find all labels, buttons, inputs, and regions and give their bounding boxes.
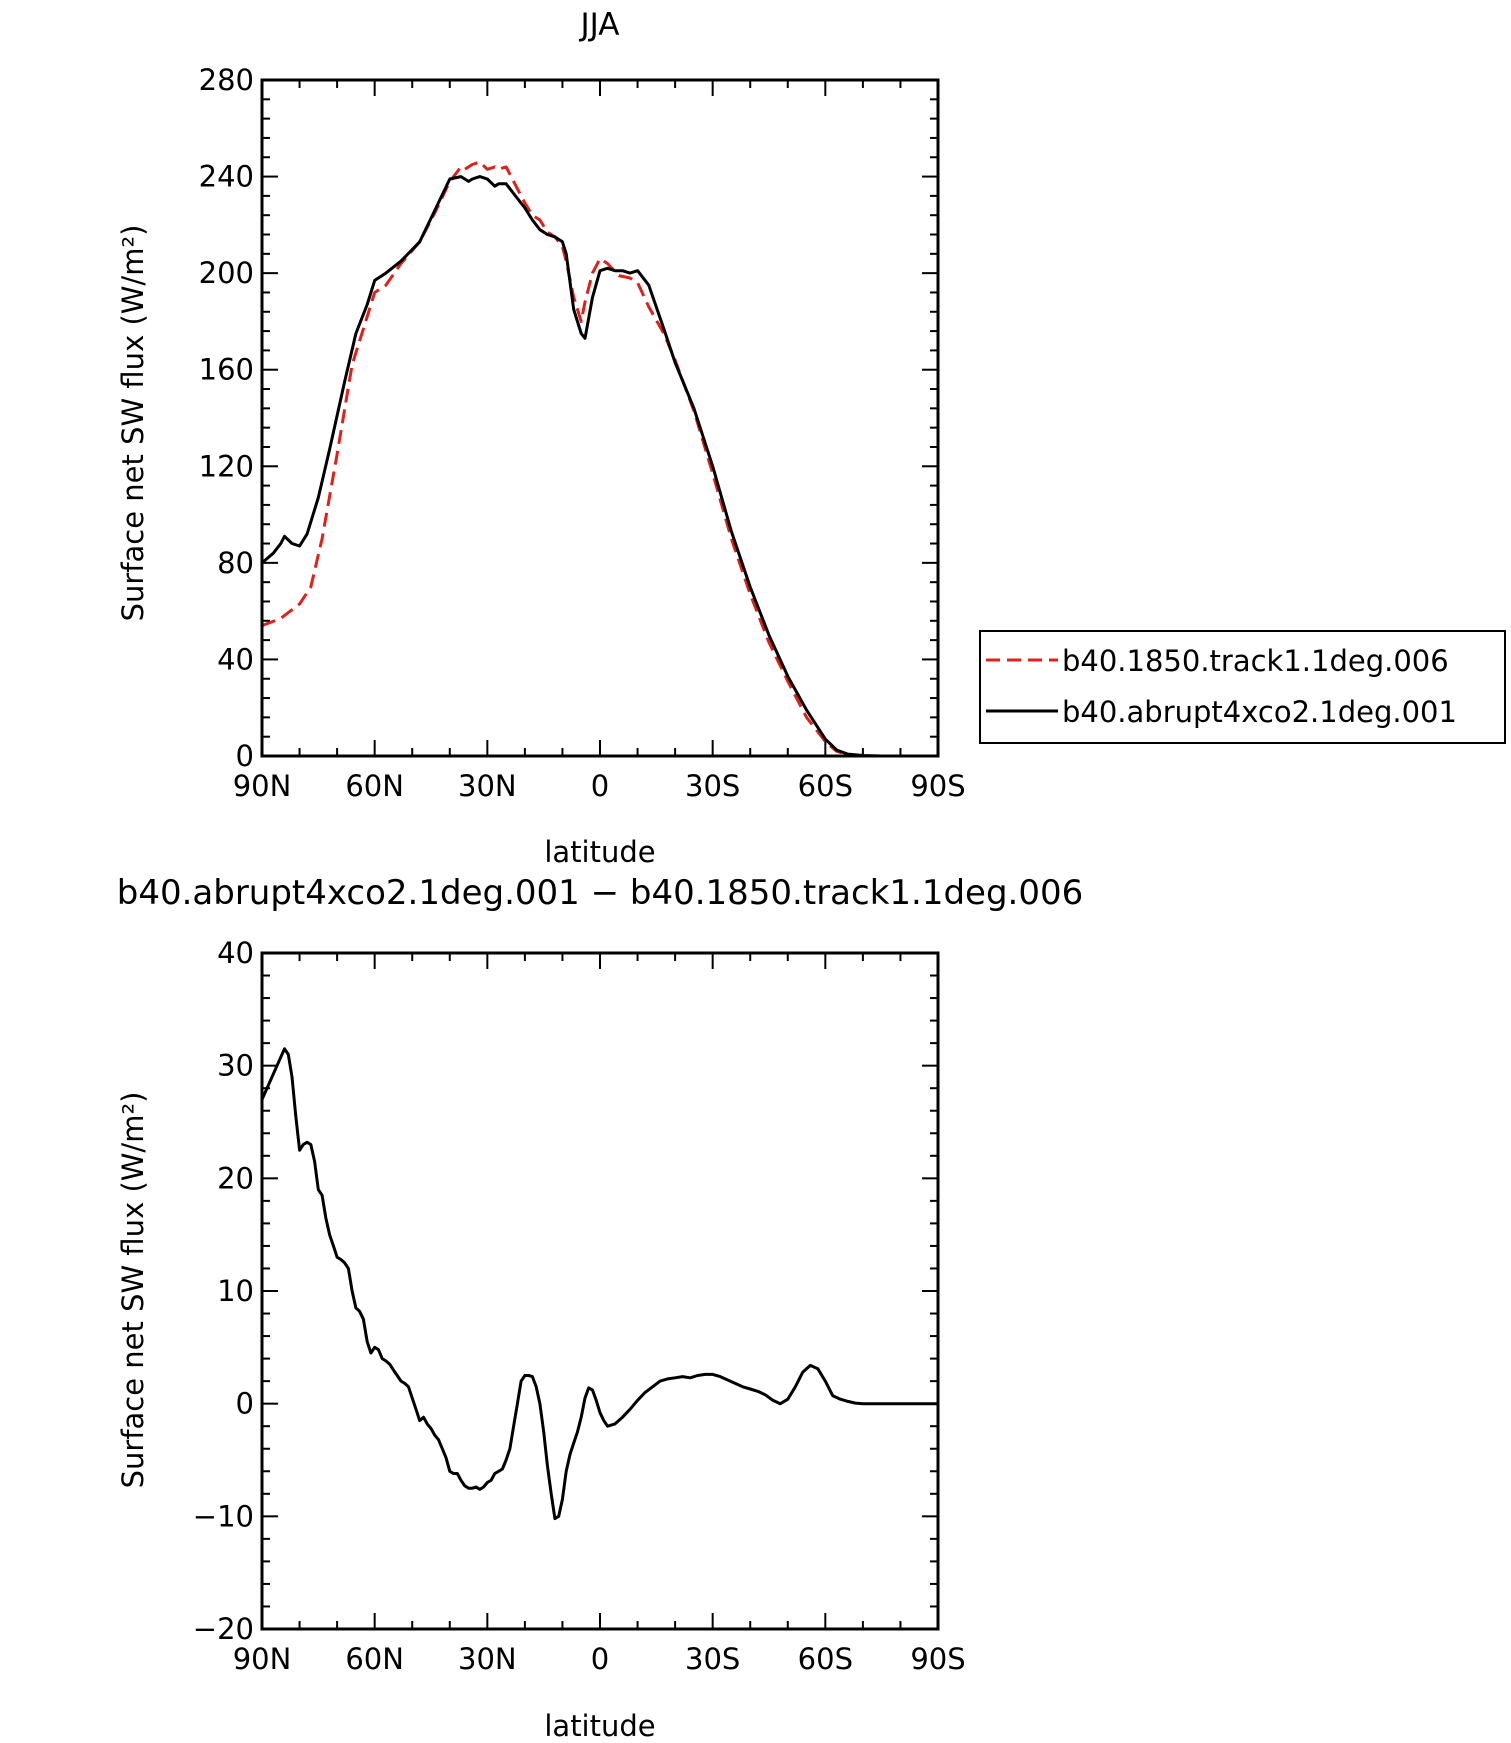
top-plot-frame [260, 78, 940, 758]
bottom-plot-frame [260, 951, 940, 1631]
y-tick-label: 280 [199, 63, 254, 97]
top-axis-ticks [261, 79, 939, 757]
x-tick-label: 60S [798, 769, 853, 803]
bottom-chart-title: b40.abrupt4xco2.1deg.001 − b40.1850.trac… [117, 873, 1084, 913]
x-tick-label: 90S [910, 769, 965, 803]
x-tick-label: 30N [458, 1642, 517, 1676]
x-tick-label: 30N [458, 769, 517, 803]
y-tick-label: −10 [193, 1499, 254, 1533]
y-tick-label: −20 [193, 1612, 254, 1646]
y-tick-label: 40 [217, 642, 254, 676]
bottom-x-axis-label: latitude [544, 1709, 655, 1743]
legend-label-1850: b40.1850.track1.1deg.006 [1062, 644, 1449, 678]
top-panel: JJA latitude Surface net SW flux (W/m²) … [116, 7, 966, 869]
legend-box [979, 630, 1506, 744]
series-line-1 [261, 160, 938, 758]
x-tick-label: 90N [233, 1642, 292, 1676]
bottom-y-axis-label: Surface net SW flux (W/m²) [116, 1092, 150, 1489]
legend-label-4xco2: b40.abrupt4xco2.1deg.001 [1062, 695, 1457, 729]
y-tick-label: 120 [199, 449, 254, 483]
x-tick-label: 30S [685, 769, 740, 803]
top-y-axis-label: Surface net SW flux (W/m²) [116, 225, 150, 622]
y-tick-label: 10 [217, 1274, 254, 1308]
x-tick-label: 0 [591, 1642, 609, 1676]
y-tick-label: 80 [217, 546, 254, 580]
y-tick-label: 200 [199, 256, 254, 290]
series-line-1 [260, 1047, 940, 1521]
series-line-2 [260, 175, 940, 758]
x-tick-label: 0 [591, 769, 609, 803]
x-tick-label: 90N [233, 769, 292, 803]
legend: b40.1850.track1.1deg.006 b40.abrupt4xco2… [979, 630, 1506, 744]
y-tick-label: 240 [199, 160, 254, 194]
x-tick-label: 60S [798, 1642, 853, 1676]
top-chart-title: JJA [579, 7, 620, 43]
top-series-lines [260, 160, 940, 758]
y-tick-label: 40 [217, 936, 254, 970]
bottom-axis-ticks [261, 952, 939, 1630]
y-tick-label: 0 [236, 1387, 254, 1421]
bottom-panel: b40.abrupt4xco2.1deg.001 − b40.1850.trac… [116, 873, 1083, 1743]
x-tick-label: 60N [345, 769, 404, 803]
bottom-tick-labels: 90N 60N 30N 0 30S 60S 90S −20 −10 0 10 20 30 40 [193, 936, 966, 1676]
top-x-axis-label: latitude [544, 835, 655, 869]
x-tick-label: 30S [685, 1642, 740, 1676]
y-tick-label: 30 [217, 1049, 254, 1083]
bottom-series-lines [260, 1047, 940, 1521]
x-tick-label: 90S [910, 1642, 965, 1676]
y-tick-label: 0 [236, 739, 254, 773]
y-tick-label: 20 [217, 1161, 254, 1195]
x-tick-label: 60N [345, 1642, 404, 1676]
top-tick-labels: 90N 60N 30N 0 30S 60S 90S 0 40 80 120 160 200 240 280 [199, 63, 966, 803]
y-tick-label: 160 [199, 353, 254, 387]
